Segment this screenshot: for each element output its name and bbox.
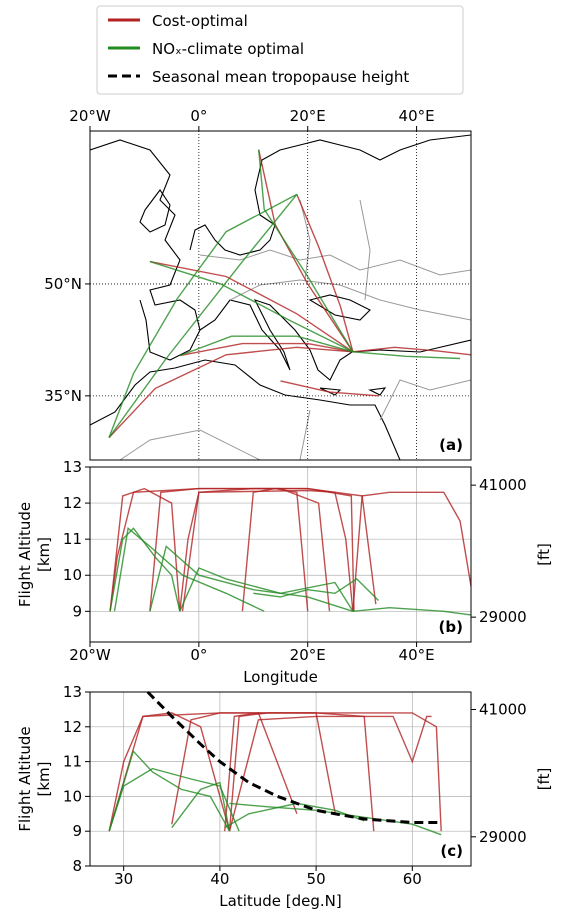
route-line <box>109 487 181 612</box>
panel-label: (b) <box>439 618 463 636</box>
y2-tick-label: 41000 <box>479 701 527 719</box>
route-line <box>224 712 298 832</box>
route-line <box>149 545 354 612</box>
route-line <box>149 260 354 353</box>
basemap <box>90 134 471 460</box>
plot-area <box>108 690 442 836</box>
y-axis-label: Flight Altitude <box>16 502 34 607</box>
y2-axis-label: [ft] <box>535 768 553 791</box>
legend-box <box>96 5 464 95</box>
x-tick-label: 0° <box>190 107 207 125</box>
route-line <box>149 487 331 612</box>
route-line <box>109 527 181 612</box>
x-tick-label: 20°W <box>69 646 111 664</box>
x-tick-label: 30 <box>114 870 133 888</box>
x-tick-label: 0° <box>190 646 207 664</box>
x-tick-label: 40 <box>210 870 229 888</box>
y-axis-label: [km] <box>35 761 53 796</box>
route-line <box>179 342 354 357</box>
y-tick-label: 11 <box>63 530 82 548</box>
route-line <box>253 578 379 601</box>
panel-label: (c) <box>440 842 463 860</box>
x-tick-label: 20°E <box>290 107 326 125</box>
y-tick-label: 13 <box>63 683 82 701</box>
route-line <box>108 749 231 832</box>
x-tick-label: 20°E <box>290 646 326 664</box>
route-line <box>229 802 442 836</box>
y2-tick-label: 29000 <box>479 828 527 846</box>
route-line <box>352 491 472 612</box>
y-axis-label: Flight Altitude <box>16 726 34 831</box>
axes-frame <box>89 466 472 643</box>
y-axis-label: [km] <box>35 537 53 572</box>
x-axis-label: Longitude <box>243 668 318 686</box>
legend-label: Cost-optimal <box>152 12 248 30</box>
y2-tick-label: 41000 <box>479 476 527 494</box>
y-tick-label: 12 <box>63 718 82 736</box>
y-tick-label: 10 <box>63 787 82 805</box>
y-tick-label: 50°N <box>44 275 82 293</box>
route-line <box>352 346 471 356</box>
x-tick-label: 20°W <box>69 107 111 125</box>
legend-label: Seasonal mean tropopause height <box>152 68 409 86</box>
tropopause-line <box>146 690 442 824</box>
x-tick-label: 60 <box>403 870 422 888</box>
route-line <box>280 380 379 397</box>
route-line <box>171 781 231 832</box>
route-line <box>179 567 354 612</box>
x-tick-label: 40°E <box>399 107 435 125</box>
route-line <box>108 346 353 439</box>
y-tick-label: 11 <box>63 753 82 771</box>
legend-label: NOₓ-climate optimal <box>152 40 304 58</box>
y2-tick-label: 29000 <box>479 608 527 626</box>
x-tick-label: 40°E <box>399 646 435 664</box>
x-axis-label: Latitude [deg.N] <box>219 892 341 910</box>
route-line <box>179 489 354 612</box>
route-line <box>149 260 354 353</box>
route-line <box>171 712 336 825</box>
route-line <box>296 194 354 352</box>
route-line <box>109 487 355 612</box>
route-line <box>179 335 354 357</box>
route-line <box>108 767 240 832</box>
panel-label: (a) <box>439 436 463 454</box>
x-tick-label: 50 <box>307 870 326 888</box>
y-tick-label: 13 <box>63 458 82 476</box>
y-tick-label: 10 <box>63 566 82 584</box>
route-line <box>108 193 298 438</box>
route-line <box>228 715 432 832</box>
y-tick-label: 12 <box>63 494 82 512</box>
y2-axis-label: [ft] <box>535 543 553 566</box>
y-tick-label: 9 <box>72 602 82 620</box>
y-tick-label: 8 <box>72 857 82 875</box>
route-line <box>258 149 354 353</box>
plot-area <box>109 487 472 616</box>
route-line <box>352 351 461 360</box>
axes-frame <box>89 130 472 461</box>
route-line <box>181 487 377 612</box>
plot-area <box>108 149 471 439</box>
route-line <box>258 149 354 353</box>
y-tick-label: 9 <box>72 822 82 840</box>
route-line <box>352 606 472 616</box>
route-line <box>113 526 265 612</box>
route-line <box>108 193 298 439</box>
axes-frame <box>89 691 472 867</box>
y-tick-label: 35°N <box>44 387 82 405</box>
